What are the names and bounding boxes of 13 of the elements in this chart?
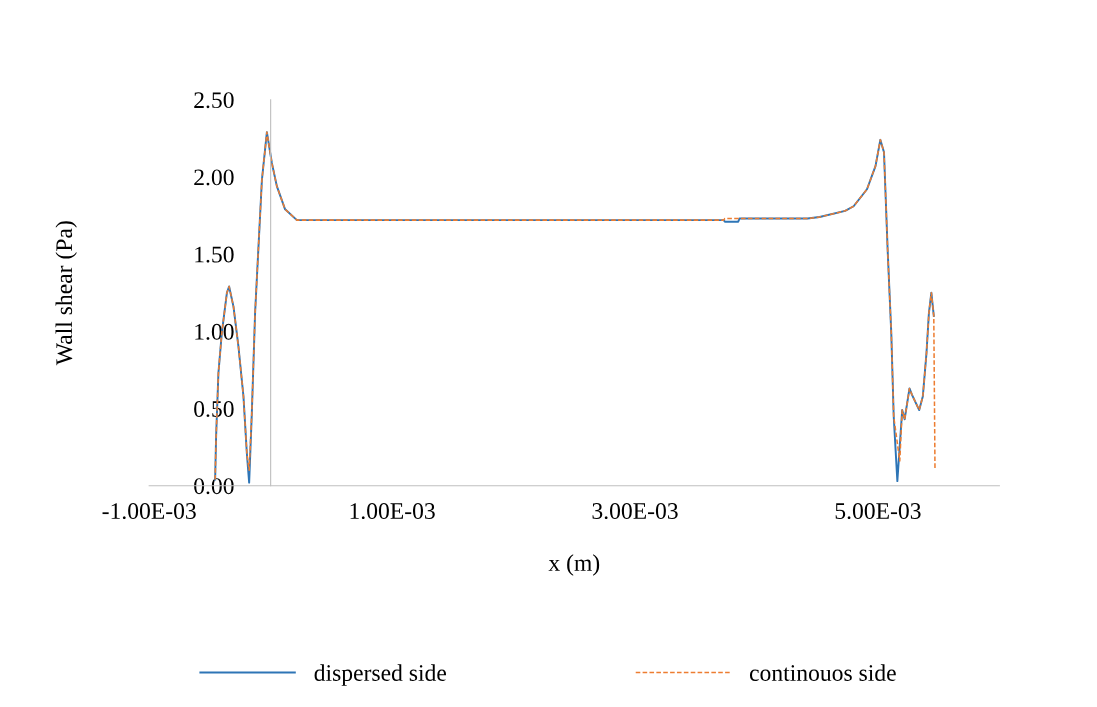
x-tick-label: -1.00E-03 [102, 503, 196, 520]
legend-label: dispersed side [314, 664, 447, 686]
y-tick-label: 2.00 [194, 169, 234, 186]
y-tick-label: 1.00 [195, 323, 234, 340]
y-tick-label: 1.50 [195, 246, 234, 263]
legend-label: continouos side [749, 664, 896, 681]
y-axis-title: Wall shear (Pa) [55, 221, 77, 366]
x-axis-title: x (m) [548, 554, 600, 576]
x-tick-label: 3.00E-03 [592, 503, 678, 520]
x-tick-label: 1.00E-03 [350, 503, 435, 520]
y-tick-label: 2.50 [194, 92, 234, 109]
y-tick-label: 0.00 [194, 478, 234, 495]
x-tick-label: 5.00E-03 [835, 503, 921, 520]
